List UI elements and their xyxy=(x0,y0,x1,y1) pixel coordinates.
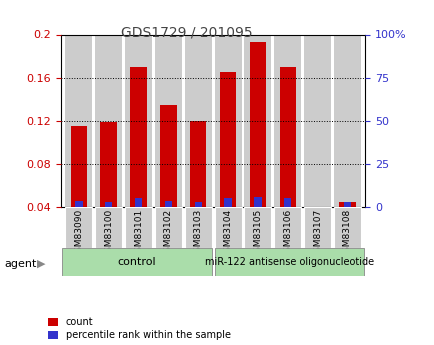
Text: miR-122 antisense oligonucleotide: miR-122 antisense oligonucleotide xyxy=(204,257,373,267)
Bar xyxy=(333,207,360,248)
Bar xyxy=(249,42,266,207)
Bar xyxy=(274,34,300,207)
Text: GDS1729 / 201095: GDS1729 / 201095 xyxy=(121,26,252,40)
Bar xyxy=(100,122,117,207)
Bar xyxy=(279,67,295,207)
Text: GSM83102: GSM83102 xyxy=(164,209,172,258)
Bar xyxy=(184,34,211,207)
Bar xyxy=(105,201,112,207)
Bar xyxy=(343,201,350,207)
Bar xyxy=(75,200,82,207)
Bar xyxy=(155,207,181,248)
Text: GSM83090: GSM83090 xyxy=(74,209,83,258)
Bar xyxy=(184,207,211,248)
Bar xyxy=(224,198,231,207)
Bar xyxy=(333,34,360,207)
Bar xyxy=(219,72,236,207)
Bar xyxy=(95,207,122,248)
Bar xyxy=(274,207,300,248)
Bar xyxy=(155,34,181,207)
Bar xyxy=(214,34,241,207)
Bar xyxy=(253,197,261,207)
Text: control: control xyxy=(118,257,156,267)
Bar xyxy=(303,34,330,207)
Bar xyxy=(283,198,291,207)
Text: GSM83105: GSM83105 xyxy=(253,209,262,258)
Bar xyxy=(160,105,176,207)
Bar xyxy=(62,248,211,276)
Text: GSM83108: GSM83108 xyxy=(342,209,351,258)
Bar xyxy=(244,207,271,248)
Text: GSM83100: GSM83100 xyxy=(104,209,113,258)
Bar xyxy=(214,207,241,248)
Text: GSM83107: GSM83107 xyxy=(312,209,322,258)
Text: GSM83103: GSM83103 xyxy=(193,209,202,258)
Bar xyxy=(194,201,201,207)
Bar xyxy=(65,207,92,248)
Bar xyxy=(244,34,271,207)
Bar xyxy=(125,34,151,207)
Text: GSM83106: GSM83106 xyxy=(283,209,292,258)
Legend: count, percentile rank within the sample: count, percentile rank within the sample xyxy=(48,317,230,340)
Bar xyxy=(303,207,330,248)
Text: ▶: ▶ xyxy=(37,259,46,269)
Bar xyxy=(125,207,151,248)
Bar xyxy=(339,201,355,207)
Text: GSM83101: GSM83101 xyxy=(134,209,143,258)
Bar xyxy=(70,126,87,207)
Bar xyxy=(164,200,172,207)
Text: agent: agent xyxy=(4,259,36,269)
Bar xyxy=(65,34,92,207)
Bar xyxy=(135,198,142,207)
Bar xyxy=(95,34,122,207)
Text: GSM83104: GSM83104 xyxy=(223,209,232,258)
Bar xyxy=(190,121,206,207)
Bar xyxy=(130,67,146,207)
Bar xyxy=(214,248,363,276)
